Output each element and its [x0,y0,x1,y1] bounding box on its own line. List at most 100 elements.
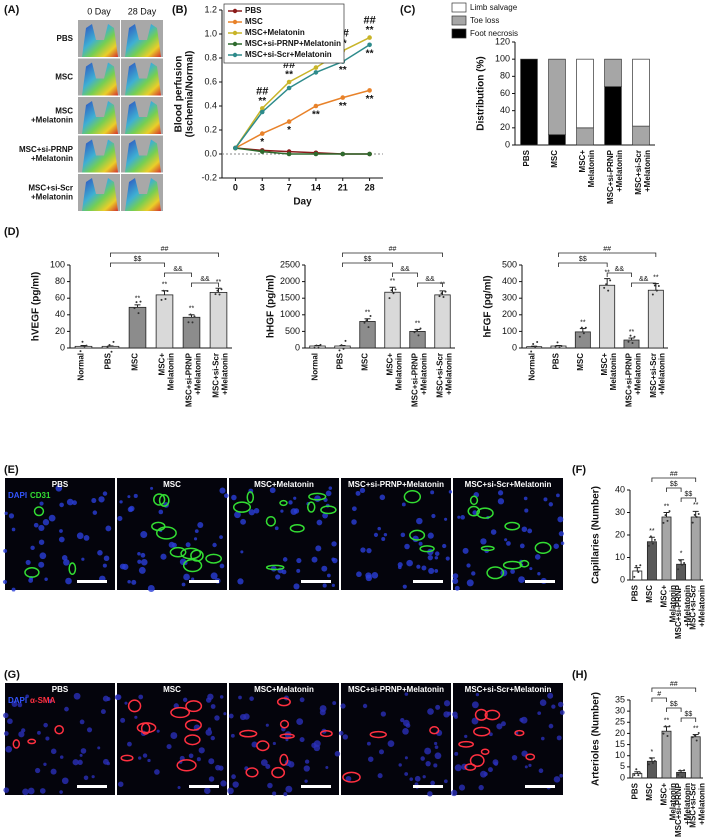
nucleus [296,557,302,564]
nucleus [38,524,45,532]
legend-entry: MSC [245,17,263,26]
nucleus [91,498,97,504]
stain-signal [276,697,291,707]
nucleus [4,511,8,515]
bar [690,516,701,581]
y-tick-label: 0.8 [204,52,217,62]
nucleus [331,583,335,588]
replicate-dot [189,313,192,316]
replicate-dot [554,345,557,348]
nucleus [92,510,98,515]
nucleus [39,788,46,794]
nucleus [66,498,74,506]
legend-entry: MSC+si-PRNP+Melatonin [245,39,341,48]
significance: ** [693,725,699,732]
significance: ** [135,296,141,303]
bracket-label: $$ [685,711,693,718]
replicate-dot [637,571,640,574]
nucleus [334,751,341,757]
nucleus [466,579,474,587]
stain-signal [205,553,223,564]
nucleus [356,571,362,578]
nucleus [443,700,451,707]
replicate-dot [556,341,559,344]
y-tick-label: 15 [615,739,625,749]
replicate-dot [653,538,656,541]
nucleus [11,701,18,707]
nucleus [403,719,410,727]
x-tick-label: MSC [361,353,370,371]
y-tick-label: 40 [615,484,625,494]
stain-label: DAPI [8,491,27,500]
nucleus [120,717,126,723]
replicate-dot [532,343,535,346]
bar-segment [632,125,650,146]
nucleus [210,735,215,741]
bracket-label: $$ [364,256,372,263]
replicate-dot [313,346,316,349]
nucleus [464,734,468,739]
stain-signal [289,524,305,533]
replicate-dot [442,295,445,298]
nucleus [232,781,239,788]
nucleus [373,532,379,537]
stain-signal [158,494,170,507]
replicate-dot [369,315,372,318]
nucleus [466,563,471,568]
replicate-dot [693,734,696,737]
nucleus [38,561,45,568]
stain-signal [54,725,64,735]
x-tick-label: PBS [104,352,113,369]
x-tick-label: MSC+Melatonin [600,353,618,391]
replicate-dot [191,321,194,324]
replicate-dot [560,344,563,347]
nucleus [210,572,218,580]
nucleus [86,727,93,733]
nucleus [471,571,476,576]
point [286,79,292,85]
significance-bracket [558,262,608,267]
nucleus [122,563,129,570]
stain-label: α-SMA [30,696,56,705]
x-tick-label: 28 [365,182,375,192]
nucleus [191,577,195,581]
nucleus [3,787,10,793]
replicate-dot [578,335,581,338]
nucleus [170,732,178,739]
nucleus [539,699,547,706]
replicate-dot [655,289,658,292]
bar [309,345,326,349]
nucleus [140,531,148,539]
point [367,88,372,93]
nucleus [478,784,484,791]
nucleus [17,702,23,708]
nucleus [404,543,410,550]
significance: ** [415,320,421,327]
nucleus [119,500,123,504]
x-tick-label: MSC+si-PRNP+Melatonin [185,352,203,407]
column-label: MSC+si-Scr+Melatonin [465,685,552,694]
nucleus [430,490,435,495]
replicate-dot [651,762,654,765]
scale-bar [525,785,555,788]
replicate-dot [691,736,694,739]
doppler-limb [125,101,161,134]
significance-bracket [164,272,192,277]
nucleus [434,551,440,556]
x-tick-label: 7 [287,182,292,192]
nucleus [296,568,301,573]
nucleus [27,787,35,795]
micrograph [453,478,563,590]
nucleus [325,490,332,497]
significance-bracket [558,252,657,257]
nucleus [402,584,407,589]
nucleus [97,550,103,556]
significance-bracket [651,697,667,702]
nucleus [402,728,409,735]
nucleus [430,780,435,786]
stain-signal [185,700,203,713]
stain-signal [27,738,37,745]
significance-bracket [680,497,697,502]
nucleus [425,761,431,767]
nucleus [472,510,478,516]
